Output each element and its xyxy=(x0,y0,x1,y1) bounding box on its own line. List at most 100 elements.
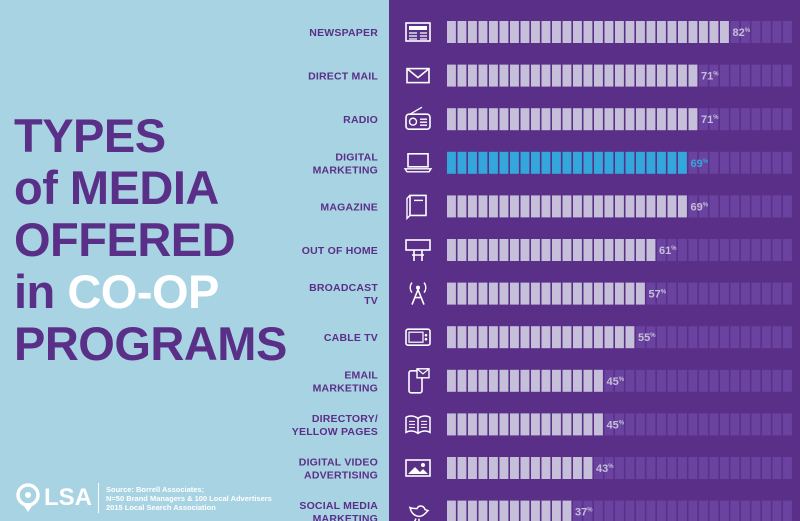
bar-segment xyxy=(709,282,719,305)
bar-segment xyxy=(510,151,519,174)
bar-segment xyxy=(457,326,467,349)
bar-segment xyxy=(562,326,572,349)
bar-segment xyxy=(720,369,729,392)
value-label: 69% xyxy=(691,201,709,213)
bar-segment xyxy=(772,239,782,261)
bar-segment xyxy=(699,195,708,218)
bar-segment xyxy=(762,369,771,392)
bar-segment xyxy=(447,413,456,436)
value-label: 71% xyxy=(701,114,719,126)
bar-segment xyxy=(510,21,519,43)
bar-segment xyxy=(489,108,498,131)
bar-segment xyxy=(751,457,761,479)
bar-segment xyxy=(636,64,645,87)
bar-segment xyxy=(730,21,740,43)
category-label: SOCIAL MEDIA MARKETING xyxy=(299,500,378,521)
bar-segment xyxy=(457,195,467,218)
bar-segment xyxy=(783,239,792,261)
bar-segment xyxy=(457,21,467,43)
bar-segment xyxy=(520,195,530,218)
bar-segment xyxy=(741,108,750,131)
bar-segment xyxy=(615,457,624,479)
bar-segment xyxy=(678,326,687,349)
bar-segment xyxy=(594,369,603,392)
bar-segment xyxy=(762,326,771,349)
bar-segment xyxy=(489,151,498,174)
bar-segment xyxy=(573,108,582,131)
bar-segment xyxy=(636,239,645,261)
bar-segment xyxy=(447,282,456,305)
bar-segment xyxy=(657,369,666,392)
bar-segment xyxy=(709,457,719,479)
bar-segment xyxy=(594,326,603,349)
bar-segment xyxy=(489,326,498,349)
bar-segment xyxy=(604,282,614,305)
bar-segment xyxy=(594,195,603,218)
bar-segment xyxy=(709,413,719,436)
bar-segment xyxy=(499,108,509,131)
bar-segment xyxy=(741,282,750,305)
bar-segment xyxy=(657,500,666,521)
bar-segment xyxy=(510,108,519,131)
bar-segment xyxy=(615,500,624,521)
category-label: CABLE TV xyxy=(324,332,378,344)
bar-segment xyxy=(541,282,551,305)
bar-segment xyxy=(552,64,561,87)
bar-segment xyxy=(772,500,782,521)
value-label: 69% xyxy=(691,158,709,170)
bar-segment xyxy=(583,108,593,131)
bird-icon xyxy=(408,505,430,521)
bar-segment xyxy=(678,64,687,87)
bar-segment xyxy=(709,108,719,131)
bar-segment xyxy=(583,151,593,174)
bar-segment xyxy=(646,151,656,174)
bar-segment xyxy=(636,108,645,131)
bar-segment xyxy=(531,151,540,174)
bar-segment xyxy=(478,413,488,436)
bar-segment xyxy=(772,369,782,392)
bar-segment xyxy=(730,457,740,479)
bar-segment xyxy=(646,239,656,261)
bar-segment xyxy=(447,108,456,131)
bar-segment xyxy=(688,326,698,349)
bar-segment xyxy=(594,239,603,261)
bar-segment xyxy=(720,108,729,131)
bar-segment xyxy=(604,195,614,218)
bar-segment xyxy=(751,326,761,349)
title-line-3: OFFERED xyxy=(14,213,236,266)
bar-segment xyxy=(762,282,771,305)
bar-segment xyxy=(688,21,698,43)
category-label: OUT OF HOME xyxy=(302,245,378,257)
bar-segment xyxy=(594,64,603,87)
bar-segment xyxy=(594,413,603,436)
bar-segment xyxy=(636,457,645,479)
bar-segment xyxy=(583,326,593,349)
bar-segment xyxy=(510,413,519,436)
bar-segment xyxy=(741,239,750,261)
bar-segment xyxy=(772,326,782,349)
bar-segment xyxy=(699,413,708,436)
bar-segment xyxy=(520,457,530,479)
bar-segment xyxy=(699,326,708,349)
bar-segment xyxy=(699,369,708,392)
bar-segment xyxy=(783,64,792,87)
bar-segment xyxy=(762,151,771,174)
bar-segment xyxy=(478,64,488,87)
bar-segment xyxy=(667,500,677,521)
bar-segment xyxy=(741,500,750,521)
bar-segment xyxy=(562,282,572,305)
bar-segment xyxy=(468,108,477,131)
bar-segment xyxy=(657,195,666,218)
value-label: 37% xyxy=(575,507,593,519)
bar-segment xyxy=(730,239,740,261)
bar-segment xyxy=(531,195,540,218)
bar-segment xyxy=(709,195,719,218)
value-label: 55% xyxy=(638,332,656,344)
bar-segment xyxy=(667,457,677,479)
bar-segment xyxy=(667,195,677,218)
bar-segment xyxy=(468,64,477,87)
bar-segment xyxy=(604,326,614,349)
bar-segment xyxy=(457,64,467,87)
bar-segment xyxy=(783,108,792,131)
lsa-logo: LSA xyxy=(14,483,92,513)
